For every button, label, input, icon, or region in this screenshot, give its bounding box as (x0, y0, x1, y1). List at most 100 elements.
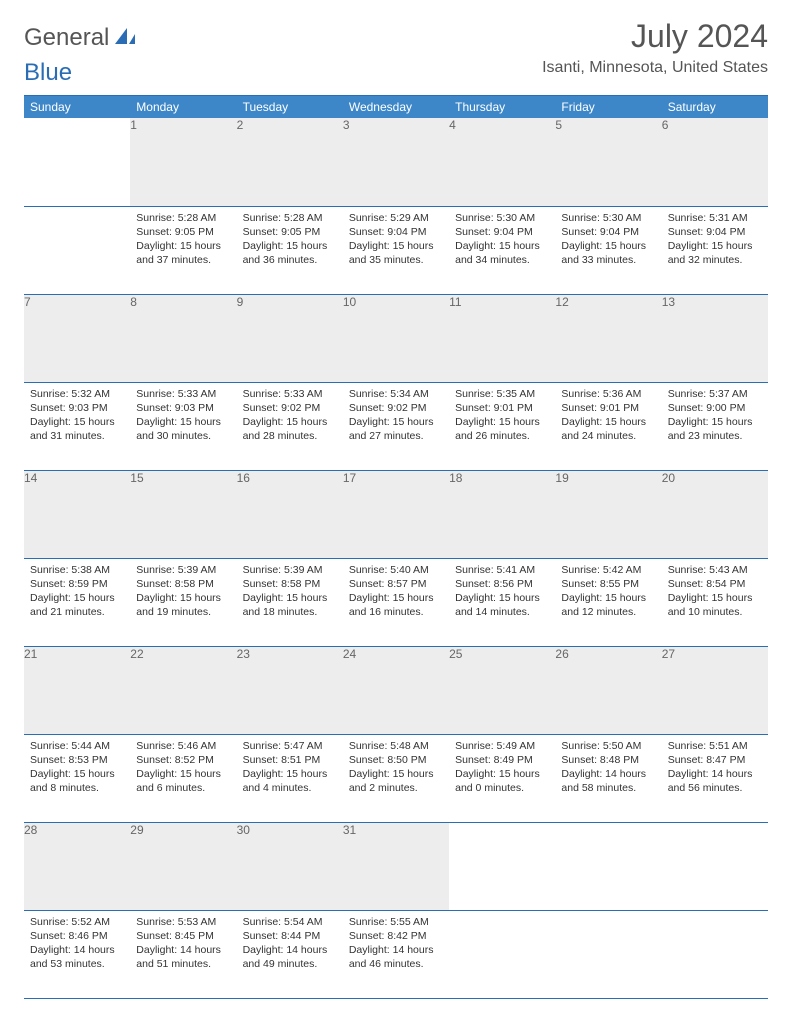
daylight-text: Daylight: 15 hours and 19 minutes. (136, 591, 230, 619)
sunset-text: Sunset: 8:44 PM (243, 929, 337, 943)
week-row: Sunrise: 5:32 AMSunset: 9:03 PMDaylight:… (24, 382, 768, 470)
sunset-text: Sunset: 9:05 PM (136, 225, 230, 239)
sunset-text: Sunset: 8:53 PM (30, 753, 124, 767)
day-number (662, 822, 768, 910)
day-cell: Sunrise: 5:38 AMSunset: 8:59 PMDaylight:… (24, 558, 130, 646)
daylight-text: Daylight: 15 hours and 33 minutes. (561, 239, 655, 267)
calendar-table: Sunday Monday Tuesday Wednesday Thursday… (24, 95, 768, 999)
day-number: 14 (24, 470, 130, 558)
week-row: Sunrise: 5:38 AMSunset: 8:59 PMDaylight:… (24, 558, 768, 646)
sunrise-text: Sunrise: 5:47 AM (243, 739, 337, 753)
day-number: 8 (130, 294, 236, 382)
day-cell: Sunrise: 5:36 AMSunset: 9:01 PMDaylight:… (555, 382, 661, 470)
sunset-text: Sunset: 9:01 PM (455, 401, 549, 415)
day-cell-body: Sunrise: 5:47 AMSunset: 8:51 PMDaylight:… (237, 735, 343, 804)
sunrise-text: Sunrise: 5:48 AM (349, 739, 443, 753)
day-number: 11 (449, 294, 555, 382)
day-cell-body: Sunrise: 5:28 AMSunset: 9:05 PMDaylight:… (237, 207, 343, 276)
day-cell-body: Sunrise: 5:31 AMSunset: 9:04 PMDaylight:… (662, 207, 768, 276)
sunrise-text: Sunrise: 5:28 AM (243, 211, 337, 225)
day-cell-body: Sunrise: 5:33 AMSunset: 9:02 PMDaylight:… (237, 383, 343, 452)
day-cell-body: Sunrise: 5:35 AMSunset: 9:01 PMDaylight:… (449, 383, 555, 452)
day-cell: Sunrise: 5:48 AMSunset: 8:50 PMDaylight:… (343, 734, 449, 822)
daylight-text: Daylight: 15 hours and 2 minutes. (349, 767, 443, 795)
day-number: 25 (449, 646, 555, 734)
sunset-text: Sunset: 8:58 PM (136, 577, 230, 591)
sunset-text: Sunset: 9:02 PM (243, 401, 337, 415)
sunset-text: Sunset: 9:04 PM (561, 225, 655, 239)
sunset-text: Sunset: 8:52 PM (136, 753, 230, 767)
daylight-text: Daylight: 15 hours and 8 minutes. (30, 767, 124, 795)
sunrise-text: Sunrise: 5:39 AM (136, 563, 230, 577)
logo: General (24, 24, 141, 52)
daylight-text: Daylight: 15 hours and 6 minutes. (136, 767, 230, 795)
day-number: 2 (237, 118, 343, 206)
weekday-header-row: Sunday Monday Tuesday Wednesday Thursday… (24, 96, 768, 119)
sunrise-text: Sunrise: 5:42 AM (561, 563, 655, 577)
day-number: 4 (449, 118, 555, 206)
day-cell-body: Sunrise: 5:48 AMSunset: 8:50 PMDaylight:… (343, 735, 449, 804)
day-cell: Sunrise: 5:50 AMSunset: 8:48 PMDaylight:… (555, 734, 661, 822)
sunset-text: Sunset: 8:54 PM (668, 577, 762, 591)
sunrise-text: Sunrise: 5:37 AM (668, 387, 762, 401)
sunrise-text: Sunrise: 5:33 AM (136, 387, 230, 401)
sunrise-text: Sunrise: 5:50 AM (561, 739, 655, 753)
day-cell: Sunrise: 5:51 AMSunset: 8:47 PMDaylight:… (662, 734, 768, 822)
sunrise-text: Sunrise: 5:30 AM (455, 211, 549, 225)
title-block: July 2024 Isanti, Minnesota, United Stat… (542, 18, 768, 77)
day-cell: Sunrise: 5:29 AMSunset: 9:04 PMDaylight:… (343, 206, 449, 294)
day-cell: Sunrise: 5:46 AMSunset: 8:52 PMDaylight:… (130, 734, 236, 822)
logo-text-blue: Blue (24, 59, 72, 86)
sunrise-text: Sunrise: 5:55 AM (349, 915, 443, 929)
sunset-text: Sunset: 8:57 PM (349, 577, 443, 591)
sunrise-text: Sunrise: 5:53 AM (136, 915, 230, 929)
logo-sail-icon (113, 26, 139, 51)
daylight-text: Daylight: 15 hours and 23 minutes. (668, 415, 762, 443)
day-cell: Sunrise: 5:28 AMSunset: 9:05 PMDaylight:… (237, 206, 343, 294)
sunset-text: Sunset: 9:00 PM (668, 401, 762, 415)
location: Isanti, Minnesota, United States (542, 59, 768, 77)
sunset-text: Sunset: 8:47 PM (668, 753, 762, 767)
day-cell-body: Sunrise: 5:55 AMSunset: 8:42 PMDaylight:… (343, 911, 449, 980)
day-cell (555, 910, 661, 998)
sunrise-text: Sunrise: 5:54 AM (243, 915, 337, 929)
day-number: 26 (555, 646, 661, 734)
sunrise-text: Sunrise: 5:40 AM (349, 563, 443, 577)
daylight-text: Daylight: 14 hours and 56 minutes. (668, 767, 762, 795)
day-number (449, 822, 555, 910)
day-number: 3 (343, 118, 449, 206)
day-cell-body: Sunrise: 5:44 AMSunset: 8:53 PMDaylight:… (24, 735, 130, 804)
daylight-text: Daylight: 15 hours and 0 minutes. (455, 767, 549, 795)
daylight-text: Daylight: 14 hours and 49 minutes. (243, 943, 337, 971)
day-number (24, 118, 130, 206)
weekday-header: Saturday (662, 96, 768, 119)
day-cell-body: Sunrise: 5:39 AMSunset: 8:58 PMDaylight:… (130, 559, 236, 628)
daylight-text: Daylight: 15 hours and 12 minutes. (561, 591, 655, 619)
sunrise-text: Sunrise: 5:43 AM (668, 563, 762, 577)
sunset-text: Sunset: 8:49 PM (455, 753, 549, 767)
sunrise-text: Sunrise: 5:51 AM (668, 739, 762, 753)
sunset-text: Sunset: 8:55 PM (561, 577, 655, 591)
day-number: 21 (24, 646, 130, 734)
day-number: 6 (662, 118, 768, 206)
day-cell (449, 910, 555, 998)
day-number: 28 (24, 822, 130, 910)
weekday-header: Monday (130, 96, 236, 119)
day-cell: Sunrise: 5:37 AMSunset: 9:00 PMDaylight:… (662, 382, 768, 470)
weekday-header: Sunday (24, 96, 130, 119)
daylight-text: Daylight: 14 hours and 58 minutes. (561, 767, 655, 795)
daylight-text: Daylight: 15 hours and 26 minutes. (455, 415, 549, 443)
sunset-text: Sunset: 9:03 PM (30, 401, 124, 415)
weekday-header: Friday (555, 96, 661, 119)
day-number: 23 (237, 646, 343, 734)
day-cell: Sunrise: 5:35 AMSunset: 9:01 PMDaylight:… (449, 382, 555, 470)
day-cell-body: Sunrise: 5:29 AMSunset: 9:04 PMDaylight:… (343, 207, 449, 276)
sunrise-text: Sunrise: 5:28 AM (136, 211, 230, 225)
day-number: 19 (555, 470, 661, 558)
sunset-text: Sunset: 8:51 PM (243, 753, 337, 767)
day-cell-body: Sunrise: 5:30 AMSunset: 9:04 PMDaylight:… (449, 207, 555, 276)
daylight-text: Daylight: 14 hours and 51 minutes. (136, 943, 230, 971)
day-cell-body: Sunrise: 5:52 AMSunset: 8:46 PMDaylight:… (24, 911, 130, 980)
day-cell-body: Sunrise: 5:28 AMSunset: 9:05 PMDaylight:… (130, 207, 236, 276)
sunrise-text: Sunrise: 5:46 AM (136, 739, 230, 753)
